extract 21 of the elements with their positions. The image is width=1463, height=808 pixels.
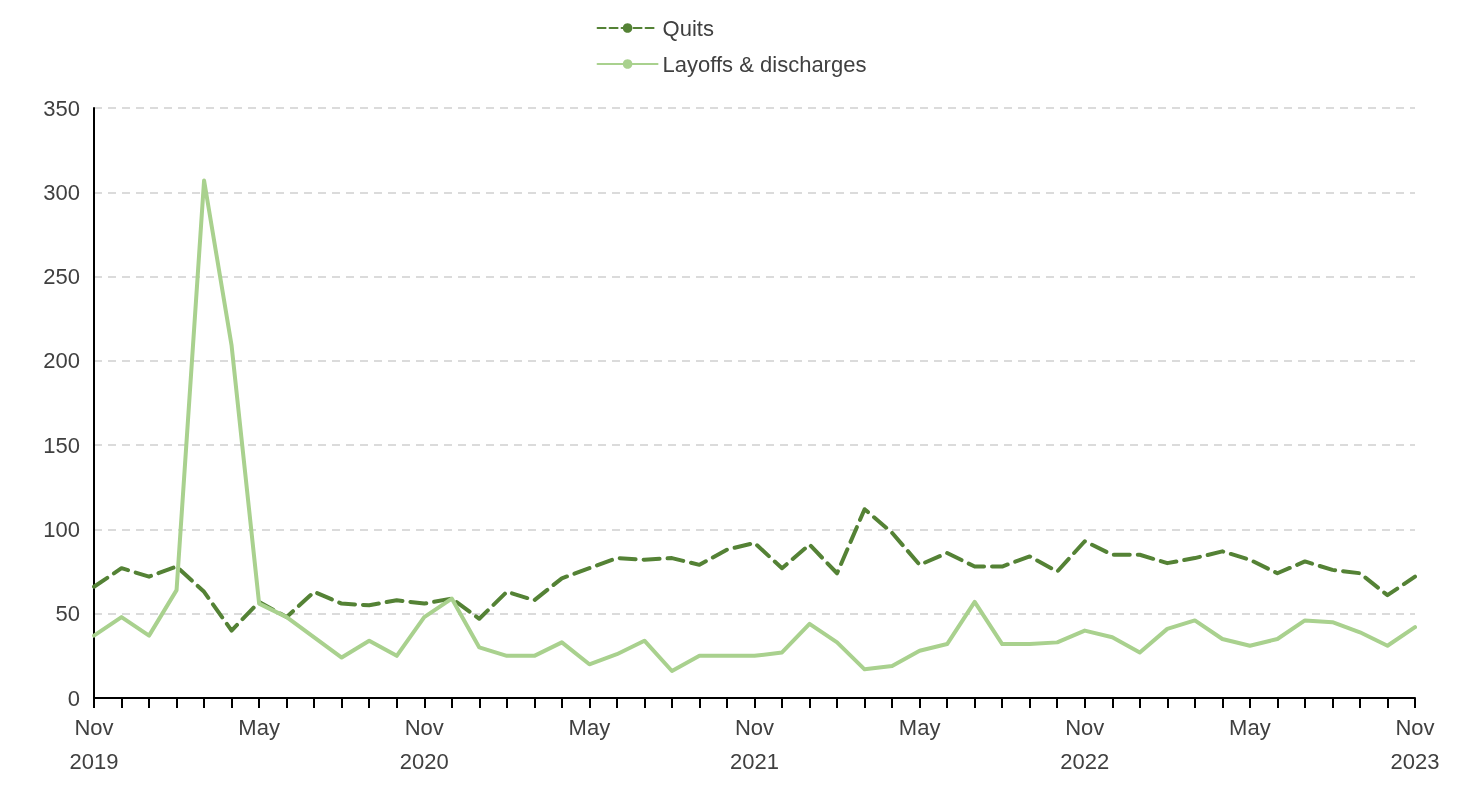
y-tick-label: 300 bbox=[43, 179, 80, 205]
x-tick-label: May bbox=[1229, 714, 1271, 740]
x-tick-label: May bbox=[898, 714, 941, 740]
y-tick-label: 350 bbox=[43, 95, 80, 121]
x-tick-label: May bbox=[238, 714, 280, 740]
y-tick-label: 200 bbox=[43, 348, 80, 374]
line-series bbox=[92, 507, 1417, 633]
x-tick-label: Nov 2022 bbox=[1060, 714, 1110, 774]
y-tick-label: 50 bbox=[55, 601, 80, 627]
x-tick-label: May bbox=[568, 714, 611, 740]
legend-label: Quits bbox=[662, 15, 714, 41]
x-tick-label: Nov 2021 bbox=[730, 714, 779, 774]
legend-label: Layoffs & discharges bbox=[662, 51, 867, 77]
y-tick-label: 0 bbox=[67, 685, 80, 711]
x-tick-label: Nov 2020 bbox=[399, 714, 449, 774]
y-tick-label: 150 bbox=[43, 432, 80, 458]
y-tick-label: 250 bbox=[43, 264, 80, 290]
line-series bbox=[92, 178, 1417, 674]
x-tick-label: Nov 2023 bbox=[1390, 714, 1440, 774]
x-tick-label: Nov 2019 bbox=[69, 714, 119, 774]
y-tick-label: 100 bbox=[43, 516, 80, 542]
